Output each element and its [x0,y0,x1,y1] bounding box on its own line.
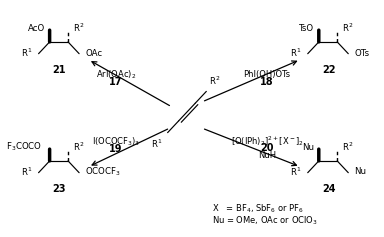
Text: X   = BF$_4$, SbF$_6$ or PF$_6$: X = BF$_4$, SbF$_6$ or PF$_6$ [212,203,304,215]
Text: R$^2$: R$^2$ [342,22,353,34]
Text: 19: 19 [109,144,123,154]
Text: I(OCOCF$_3$)$_3$: I(OCOCF$_3$)$_3$ [92,136,140,148]
Text: R$^1$: R$^1$ [21,166,32,178]
Text: R$^1$: R$^1$ [290,166,301,178]
Text: AcO: AcO [28,24,45,33]
Text: 18: 18 [260,77,274,87]
Text: 24: 24 [322,184,336,194]
Text: OCOCF$_3$: OCOCF$_3$ [85,166,121,178]
Text: Nu: Nu [354,168,367,177]
Text: R$^1$: R$^1$ [151,137,162,150]
Text: PhI(OH)OTs: PhI(OH)OTs [243,70,291,79]
Text: Nu: Nu [302,143,314,152]
Text: R$^2$: R$^2$ [342,141,353,153]
Text: 17: 17 [109,77,123,87]
Text: 20: 20 [260,143,274,153]
Text: R$^1$: R$^1$ [290,47,301,59]
Text: F$_3$COCO: F$_3$COCO [6,141,42,154]
Text: OAc: OAc [85,49,103,58]
Text: 21: 21 [52,65,66,75]
Text: 23: 23 [52,184,66,194]
Text: Nu = OMe, OAc or OClO$_3$: Nu = OMe, OAc or OClO$_3$ [212,214,318,227]
Text: NuH: NuH [258,150,276,160]
Text: R$^2$: R$^2$ [73,141,84,153]
Text: R$^1$: R$^1$ [21,47,32,59]
Text: [O(IPh)$_2$]$^{2+}$[X$^-$]$_2$: [O(IPh)$_2$]$^{2+}$[X$^-$]$_2$ [231,134,304,148]
Text: ArI(OAc)$_2$: ArI(OAc)$_2$ [96,69,136,81]
Text: R$^2$: R$^2$ [209,74,221,87]
Text: 22: 22 [322,65,336,75]
Text: OTs: OTs [354,49,370,58]
Text: R$^2$: R$^2$ [73,22,84,34]
Text: TsO: TsO [299,24,314,33]
